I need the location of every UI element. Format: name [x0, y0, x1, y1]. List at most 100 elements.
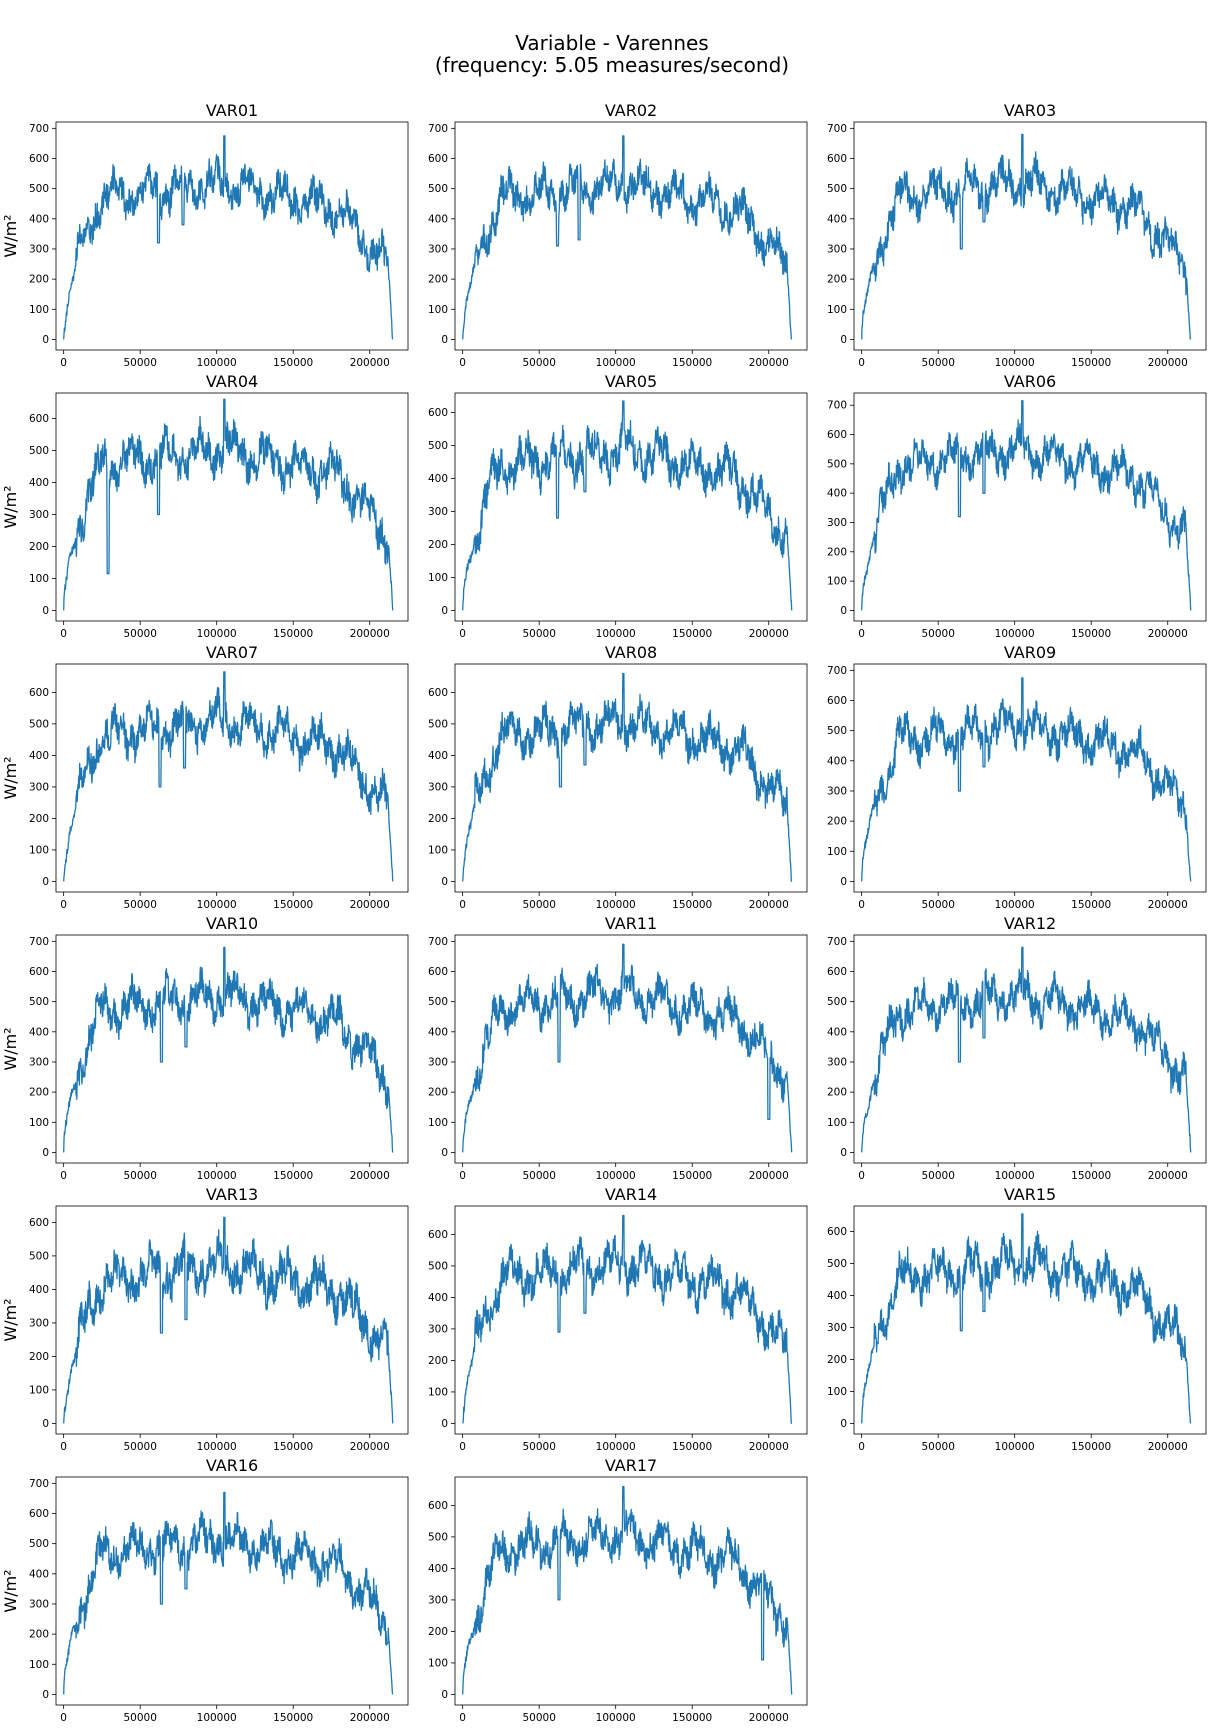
- y-tick-label: 300: [827, 1056, 847, 1068]
- series-line: [861, 400, 1192, 611]
- x-tick-label: 150000: [672, 1441, 712, 1453]
- x-tick-label: 200000: [749, 628, 789, 640]
- y-tick-label: 100: [827, 1117, 847, 1129]
- x-tick-label: 100000: [197, 357, 237, 369]
- x-tick-label: 0: [459, 899, 466, 911]
- y-tick-label: 400: [428, 1026, 448, 1038]
- y-tick-label: 100: [827, 846, 847, 858]
- axes-frame: [454, 663, 808, 893]
- x-tick-label: 150000: [273, 1170, 313, 1182]
- x-tick-label: 200000: [749, 357, 789, 369]
- y-tick-label: 200: [428, 274, 448, 286]
- axes-frame: [454, 1205, 808, 1435]
- y-axis-label: W/m²: [1, 1027, 20, 1070]
- x-tick-label: 50000: [123, 1441, 156, 1453]
- x-tick-label: 150000: [1071, 628, 1111, 640]
- subplot-title: VAR11: [605, 914, 657, 933]
- y-tick-label: 0: [840, 1418, 847, 1430]
- axes-frame: [454, 1476, 808, 1706]
- subplot-title: VAR10: [206, 914, 258, 933]
- x-tick-label: 100000: [197, 1441, 237, 1453]
- y-tick-label: 500: [428, 718, 448, 730]
- y-tick-label: 700: [827, 665, 847, 677]
- y-tick-label: 400: [428, 213, 448, 225]
- series-line: [462, 1485, 793, 1695]
- y-axis-label: W/m²: [1, 485, 20, 528]
- x-tick-label: 50000: [522, 1441, 555, 1453]
- y-tick-label: 600: [428, 966, 448, 978]
- x-tick-label: 0: [60, 1441, 67, 1453]
- series-line: [462, 943, 793, 1153]
- y-tick-label: 200: [428, 813, 448, 825]
- x-tick-label: 200000: [749, 1170, 789, 1182]
- series-line: [63, 135, 394, 340]
- x-tick-label: 0: [60, 1170, 67, 1182]
- axes-frame: [55, 392, 409, 622]
- subplot-title: VAR08: [605, 643, 657, 662]
- subplot-var09: VAR09 0 100 200 300 400 500 600 700 0 50000 100000 1…: [827, 643, 1207, 911]
- y-tick-label: 500: [428, 183, 448, 195]
- y-tick-label: 400: [827, 1026, 847, 1038]
- y-tick-label: 0: [840, 605, 847, 617]
- y-tick-label: 600: [827, 966, 847, 978]
- y-axis-label: W/m²: [1, 214, 20, 257]
- subplot-var11: VAR11 0 100 200 300 400 500 600 700 0 50000 100000 1…: [428, 914, 808, 1182]
- y-tick-label: 600: [428, 1500, 448, 1512]
- y-tick-label: 600: [428, 687, 448, 699]
- x-tick-label: 200000: [350, 357, 390, 369]
- x-tick-label: 0: [459, 1712, 466, 1724]
- x-tick-label: 150000: [1071, 1441, 1111, 1453]
- x-tick-label: 150000: [1071, 1170, 1111, 1182]
- series-line: [63, 946, 394, 1153]
- y-tick-label: 700: [827, 936, 847, 948]
- y-tick-label: 600: [827, 429, 847, 441]
- y-tick-label: 0: [42, 876, 49, 888]
- x-tick-label: 0: [60, 357, 67, 369]
- x-tick-label: 200000: [749, 1441, 789, 1453]
- x-tick-label: 50000: [921, 1170, 954, 1182]
- x-tick-label: 150000: [672, 1170, 712, 1182]
- y-tick-label: 300: [827, 785, 847, 797]
- y-tick-label: 600: [29, 1508, 49, 1520]
- x-tick-label: 50000: [522, 1170, 555, 1182]
- y-tick-label: 300: [428, 1594, 448, 1606]
- x-tick-label: 200000: [350, 1170, 390, 1182]
- x-tick-label: 50000: [123, 357, 156, 369]
- axes-frame: [454, 121, 808, 351]
- x-tick-label: 50000: [921, 899, 954, 911]
- y-tick-label: 100: [428, 1386, 448, 1398]
- subplot-title: VAR04: [206, 372, 258, 391]
- subplot-var01: VAR01 W/m² 0 100 200 300 400 500 600 700 0 50000 100…: [1, 101, 409, 369]
- series-line: [462, 1214, 792, 1425]
- x-tick-label: 200000: [1148, 628, 1188, 640]
- subplot-var05: VAR05 0 100 200 300 400 500 600 0 50000 100000 1500…: [428, 372, 808, 640]
- y-tick-label: 200: [29, 1087, 49, 1099]
- y-tick-label: 600: [29, 966, 49, 978]
- subplot-var17: VAR17 0 100 200 300 400 500 600 0 50000 100000 1500…: [428, 1456, 808, 1724]
- y-tick-label: 500: [827, 1258, 847, 1270]
- x-tick-label: 150000: [1071, 899, 1111, 911]
- axes-frame: [55, 121, 409, 351]
- subplot-title: VAR13: [206, 1185, 258, 1204]
- x-tick-label: 150000: [273, 899, 313, 911]
- x-tick-label: 100000: [197, 1170, 237, 1182]
- y-tick-label: 100: [428, 1117, 448, 1129]
- y-tick-label: 700: [29, 936, 49, 948]
- y-tick-label: 300: [428, 506, 448, 518]
- axes-frame: [853, 934, 1207, 1164]
- x-tick-label: 150000: [273, 1712, 313, 1724]
- y-tick-label: 200: [827, 1087, 847, 1099]
- y-tick-label: 700: [827, 400, 847, 412]
- x-tick-label: 150000: [672, 899, 712, 911]
- y-tick-label: 400: [827, 213, 847, 225]
- subplot-title: VAR15: [1004, 1185, 1056, 1204]
- y-tick-label: 300: [29, 243, 49, 255]
- x-tick-label: 200000: [1148, 357, 1188, 369]
- series-line: [63, 1216, 394, 1424]
- y-tick-label: 700: [29, 123, 49, 135]
- y-tick-label: 0: [441, 1418, 448, 1430]
- x-tick-label: 0: [858, 1170, 865, 1182]
- x-tick-label: 50000: [921, 1441, 954, 1453]
- x-tick-label: 50000: [123, 1170, 156, 1182]
